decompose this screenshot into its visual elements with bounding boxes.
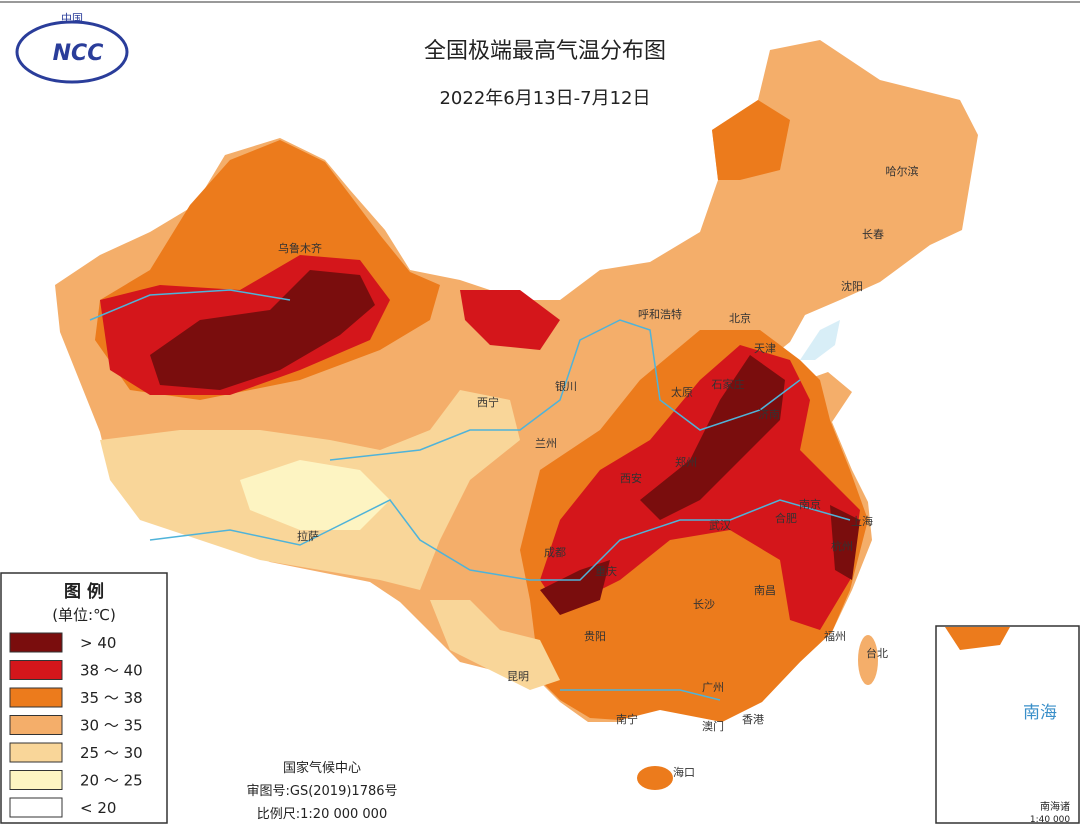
logo-top: 中国 <box>61 12 83 25</box>
inset-coast <box>945 627 1010 650</box>
credit: 审图号:GS(2019)1786号 <box>246 784 397 799</box>
city-label: 福州 <box>824 629 846 643</box>
yunnan-zone <box>430 600 560 690</box>
hainan-island <box>637 766 673 790</box>
bohai-sea <box>800 320 840 360</box>
city-label: 呼和浩特 <box>638 307 682 321</box>
city-label: 南宁 <box>616 712 638 726</box>
city-label: 香港 <box>742 713 764 726</box>
city-label: 西宁 <box>477 395 499 409</box>
yellow-river <box>329 319 801 461</box>
yangtze-river <box>149 499 851 581</box>
city-label: 郑州 <box>675 455 697 469</box>
city-label: 上海 <box>851 514 873 528</box>
city-label: 杭州 <box>831 539 853 553</box>
city-label: 长沙 <box>693 598 715 611</box>
legend-unit: (单位:℃) <box>52 606 116 624</box>
city-label: 天津 <box>754 342 776 355</box>
legend-label: 38 ～ 40 <box>80 662 143 680</box>
cool-zone <box>240 460 390 530</box>
legend-label: 30 ～ 35 <box>80 717 143 735</box>
inset-box <box>935 625 1080 824</box>
city-label: 广州 <box>702 681 724 694</box>
legend-label: 25 ～ 30 <box>80 744 143 762</box>
city-label: 南昌 <box>754 584 776 597</box>
northeast-zone <box>712 100 790 180</box>
tarim-river <box>89 289 291 321</box>
city-label: 拉萨 <box>297 529 319 543</box>
city-label: 长春 <box>862 228 884 241</box>
temperature-map <box>55 40 978 790</box>
city-label: 西安 <box>620 471 642 485</box>
cities: 乌鲁木齐 哈尔滨 长春 沈阳 呼和浩特 北京 天津 石家庄 太原 银川 西宁 兰… <box>278 164 919 779</box>
legend-swatch <box>9 660 63 680</box>
city-label: 沈阳 <box>841 279 863 293</box>
city-label: 银川 <box>555 379 577 393</box>
city-label: 兰州 <box>535 437 557 450</box>
legend-swatch <box>9 742 63 763</box>
gobi-hot <box>460 290 560 350</box>
logo-text: NCC <box>53 41 104 66</box>
legend-swatch <box>9 715 63 735</box>
city-label: 南京 <box>799 497 821 511</box>
legend-label: > 40 <box>80 634 116 652</box>
south-sea-inset: 南海 南海诸 1:40 000 <box>935 625 1080 824</box>
inset-caption: 南海诸 <box>1040 800 1070 813</box>
legend-label: 20 ～ 25 <box>80 772 143 790</box>
legend-swatch <box>9 770 63 790</box>
title: 全国极端最高气温分布图 <box>424 39 666 64</box>
central-extreme <box>540 355 860 615</box>
logo-ring <box>15 20 129 84</box>
city-label: 贵阳 <box>584 630 606 643</box>
inset-label: 南海 <box>1023 703 1057 723</box>
logo: 中国 NCC <box>15 12 129 84</box>
city-label: 合肥 <box>775 511 797 525</box>
subtitle: 2022年6月13日-7月12日 <box>439 88 650 109</box>
legend: 图 例 (单位:℃) > 40 38 ～ 40 35 ～ 38 30 ～ 35 25 ～… <box>0 572 168 824</box>
taiwan-island <box>858 635 878 685</box>
city-label: 济南 <box>758 407 780 421</box>
city-label: 太原 <box>671 386 693 399</box>
city-label: 重庆 <box>595 564 617 578</box>
city-label: 昆明 <box>507 670 529 683</box>
city-label: 乌鲁木齐 <box>278 241 322 255</box>
xinjiang-extreme <box>150 270 375 390</box>
inset-scale: 1:40 000 <box>1030 815 1071 824</box>
pearl-river <box>560 689 721 701</box>
city-label: 海口 <box>673 765 695 779</box>
city-label: 武汉 <box>709 519 731 532</box>
legend-title: 图 例 <box>64 581 104 602</box>
city-label: 哈尔滨 <box>886 164 919 178</box>
credit: 国家气候中心 <box>283 760 361 776</box>
city-label: 北京 <box>729 311 751 325</box>
legend-label: 35 ～ 38 <box>80 689 143 707</box>
city-label: 澳门 <box>702 719 724 733</box>
city-label: 成都 <box>544 546 566 559</box>
legend-swatch <box>9 687 63 708</box>
credit: 比例尺:1:20 000 000 <box>257 807 387 822</box>
city-label: 石家庄 <box>712 377 745 391</box>
legend-label: < 20 <box>80 799 116 817</box>
legend-swatch <box>9 797 63 818</box>
legend-swatch <box>9 632 63 653</box>
city-label: 台北 <box>866 646 888 660</box>
